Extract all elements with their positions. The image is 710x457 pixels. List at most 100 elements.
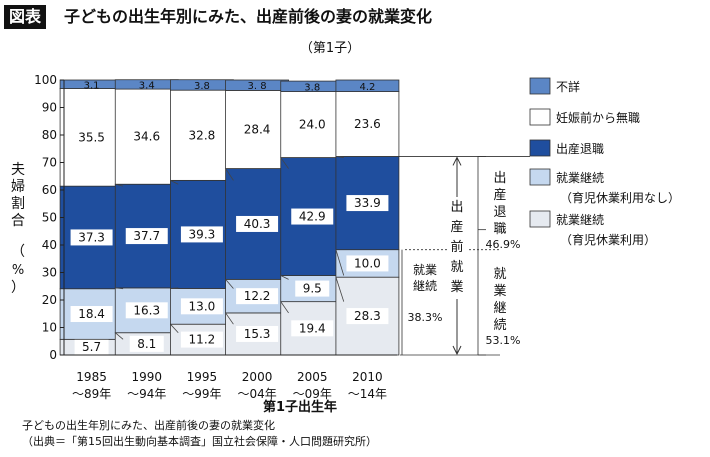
annotation-value: 53.1%: [486, 334, 521, 347]
x-axis-title: 第1子出生年: [263, 399, 337, 414]
y-tick-label: 90: [42, 101, 57, 115]
connector-line: [170, 287, 179, 289]
y-axis-label-char: ）: [11, 280, 25, 296]
legend-swatch: [529, 108, 551, 126]
bar-value-label: 33.9: [354, 196, 381, 210]
y-tick-label: 60: [42, 183, 57, 197]
legend-swatch: [529, 139, 551, 157]
annotation-text: 就: [450, 260, 463, 275]
annotation-text: 出: [493, 171, 506, 186]
annotation-text: 産: [450, 219, 463, 235]
bar-value-box: [346, 308, 389, 325]
x-tick-label: 1995: [187, 370, 218, 384]
annotation-text: 就: [493, 267, 506, 282]
bar-value-label: 9.5: [303, 282, 322, 296]
bar-value-label: 5.7: [82, 340, 101, 354]
bar-value-box: [70, 229, 113, 246]
connector-line: [225, 168, 234, 181]
bar-value-label: 13.0: [189, 299, 216, 313]
arrow-head: [452, 345, 462, 356]
annotation-text: 業: [493, 283, 506, 299]
y-tick-label: 50: [42, 211, 57, 225]
y-axis-label-char: %: [12, 263, 24, 278]
bar-value-box: [125, 302, 168, 319]
connector-line: [335, 156, 344, 158]
legend-swatch: [529, 210, 551, 228]
legend-label: 就業継続: [556, 212, 604, 227]
y-tick-label: 0: [49, 348, 57, 362]
legend-label: 不詳: [556, 79, 580, 94]
bar-value-label: 28.3: [354, 309, 381, 323]
bar-value-label: 3.1: [84, 80, 100, 91]
bar-value-box: [236, 215, 279, 232]
bar-value-label: 8.1: [137, 337, 156, 351]
bar-value-box: [291, 320, 334, 337]
bar-value-box: [129, 335, 164, 352]
bar-value-label: 18.4: [78, 307, 105, 321]
bar-value-box: [291, 208, 334, 225]
bar-value-box: [180, 331, 223, 348]
bar-value-label: 42.9: [299, 210, 326, 224]
y-tick-label: 10: [42, 321, 57, 335]
bar-value-label: 24.0: [299, 118, 326, 132]
connector-line: [170, 323, 179, 333]
connector-line: [225, 279, 234, 289]
y-axis-label-char: （: [11, 244, 25, 260]
annotation-text: 継続: [413, 278, 437, 293]
legend-label: 妊娠前から無職: [556, 110, 640, 125]
y-tick-label: 80: [42, 128, 57, 142]
y-axis-label-char: 割: [11, 195, 25, 212]
y-tick-label: 100: [34, 73, 57, 87]
x-tick-label: 2000: [242, 370, 273, 384]
connector-line: [115, 183, 124, 187]
bar-value-box: [291, 116, 334, 133]
caption-line-1: 子どもの出生年別にみた、出産前後の妻の就業変化: [22, 419, 275, 432]
bar-value-box: [180, 298, 223, 315]
bar-value-label: 16.3: [133, 303, 160, 317]
annotation-value: 46.9%: [486, 238, 521, 251]
annotation-text: 継: [493, 301, 506, 316]
x-tick-label: 2010: [352, 370, 383, 384]
bar-value-label: 35.5: [78, 130, 105, 144]
y-tick-label: 70: [42, 156, 57, 170]
caption-line-2: （出典＝「第15回出生動向基本調査」国立社会保障・人口問題研究所）: [22, 435, 377, 448]
y-axis-label-char: 合: [11, 213, 25, 229]
bar-value-label: 12.2: [244, 289, 271, 303]
bar-value-label: 40.3: [244, 217, 271, 231]
bar-value-label: 37.7: [133, 229, 160, 243]
legend-label: （育児休業利用なし）: [560, 190, 680, 205]
y-axis-label-char: 婦: [11, 178, 25, 195]
bar-value-box: [180, 226, 223, 243]
connector-line: [280, 301, 289, 314]
bar-value-label: 28.4: [244, 123, 271, 137]
bar-value-box: [346, 116, 389, 132]
y-tick-label: 40: [42, 238, 57, 252]
annotation-text: 産: [493, 187, 506, 203]
y-axis-label-char: 夫: [11, 162, 25, 178]
y-tick-label: 20: [42, 293, 57, 307]
bar-value-box: [236, 121, 279, 138]
bar-value-box: [295, 280, 330, 297]
chart-subtitle: （第1子）: [300, 41, 360, 56]
x-tick-label: 〜99年: [182, 387, 221, 401]
bar-value-label: 34.6: [133, 130, 160, 144]
connector-line: [335, 249, 345, 276]
chart-title: 子どもの出生年別にみた、出産前後の妻の就業変化: [64, 7, 433, 26]
x-tick-label: 〜14年: [348, 387, 387, 401]
annotation-text: 前: [450, 239, 463, 255]
bar-value-box: [236, 325, 279, 342]
connector-line: [335, 277, 345, 302]
annotation-text: 出: [450, 200, 463, 215]
annotation-text: 就業: [413, 263, 437, 277]
x-tick-label: 2005: [297, 370, 328, 384]
connector-line: [115, 287, 124, 290]
bar-value-label: 37.3: [78, 230, 105, 244]
legend-label: 出産退職: [556, 141, 604, 156]
x-tick-label: 1990: [131, 370, 162, 384]
bar-value-label: 23.6: [354, 117, 381, 131]
legend-label: （育児休業利用）: [560, 232, 656, 247]
x-tick-label: 〜04年: [237, 387, 276, 401]
bar-value-label: 15.3: [244, 327, 271, 341]
bar-value-box: [346, 195, 389, 212]
